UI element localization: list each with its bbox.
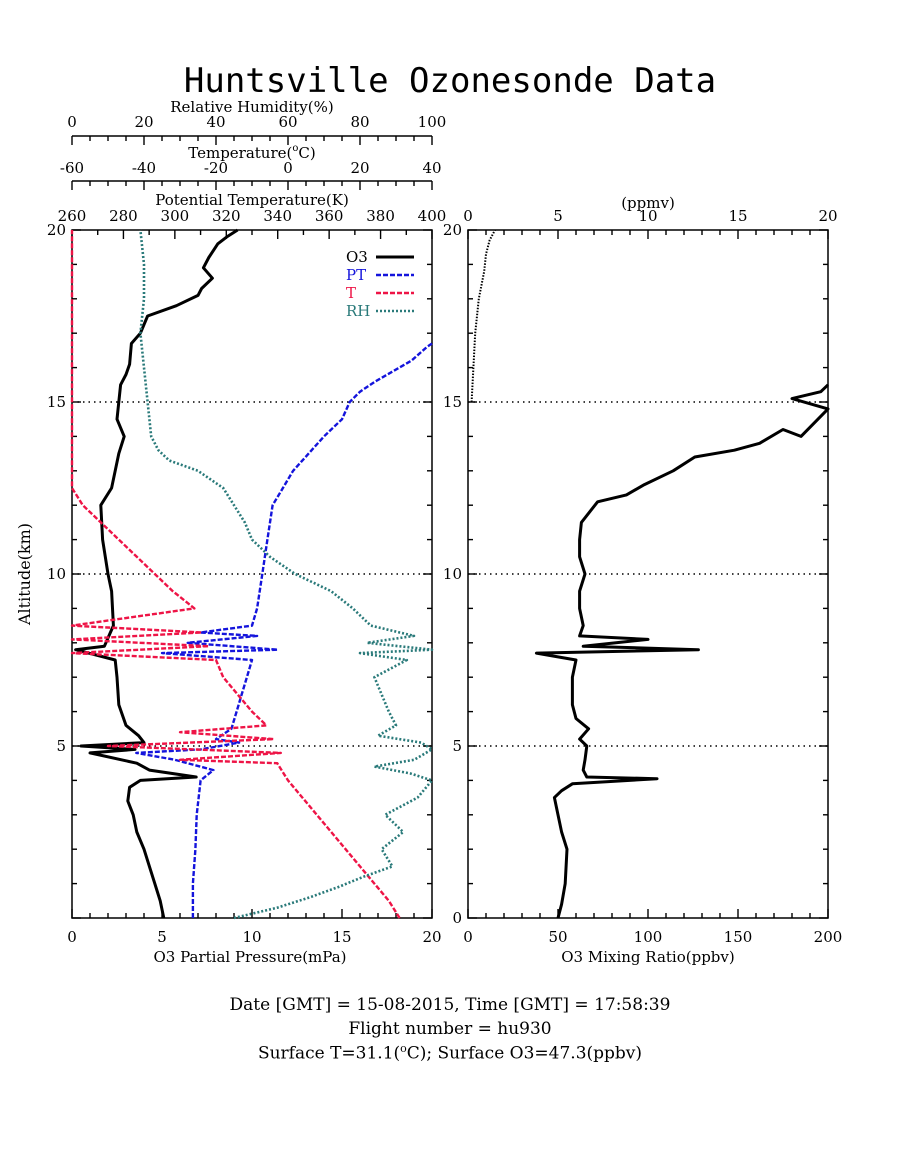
y-tick-label: 20 <box>47 221 66 239</box>
ppbv-tick-label: 150 <box>724 928 753 946</box>
series-o3-mixing-ratio <box>534 383 830 919</box>
o3pp-tick-label: 5 <box>157 928 167 946</box>
rh-axis-label: Relative Humidity(%) <box>170 98 333 116</box>
pt-tick-label: 340 <box>263 207 292 225</box>
temp-tick-label: -20 <box>204 159 228 177</box>
o3pp-tick-label: 20 <box>422 928 441 946</box>
left-ylabel: Altitude(km) <box>15 523 34 626</box>
ppbv-tick-label: 100 <box>634 928 663 946</box>
y-tick-label: 0 <box>452 909 462 927</box>
temp-tick-label: -60 <box>60 159 84 177</box>
ppmv-axis-label: (ppmv) <box>621 194 675 212</box>
pt-tick-label: 380 <box>366 207 395 225</box>
footer-flight-number: Flight number = hu930 <box>348 1019 552 1039</box>
rh-tick-label: 80 <box>350 113 369 131</box>
y-tick-label: 10 <box>443 565 462 583</box>
ppmv-tick-label: 10 <box>638 207 657 225</box>
ppmv-tick-label: 0 <box>463 207 473 225</box>
series-pt <box>135 342 433 918</box>
ppbv-tick-label: 50 <box>548 928 567 946</box>
pt-tick-label: 320 <box>212 207 241 225</box>
ppbv-tick-label: 0 <box>463 928 473 946</box>
temp-tick-label: -40 <box>132 159 156 177</box>
series-t <box>70 230 401 919</box>
temp-tick-label: 0 <box>283 159 293 177</box>
temp-tick-label: 20 <box>350 159 369 177</box>
ppmv-tick-label: 15 <box>728 207 747 225</box>
pt-tick-label: 360 <box>315 207 344 225</box>
rh-tick-label: 40 <box>206 113 225 131</box>
ppbv-axis-label: O3 Mixing Ratio(ppbv) <box>561 948 734 966</box>
y-tick-label: 15 <box>47 393 66 411</box>
pt-tick-label: 300 <box>161 207 190 225</box>
pt-axis-label: Potential Temperature(K) <box>155 191 349 209</box>
chart-title: Huntsville Ozonesonde Data <box>184 61 716 101</box>
series-rh <box>139 229 434 920</box>
y-tick-label: 20 <box>443 221 462 239</box>
y-tick-label: 5 <box>452 737 462 755</box>
pt-tick-label: 260 <box>58 207 87 225</box>
temp-axis-label: Temperature(oC) <box>188 143 316 162</box>
y-tick-label: 15 <box>443 393 462 411</box>
footer-surface-values: Surface T=31.1(oC); Surface O3=47.3(ppbv… <box>257 1042 643 1064</box>
rh-tick-label: 0 <box>67 113 77 131</box>
series-o3-ppmv <box>470 229 496 403</box>
ppbv-tick-label: 200 <box>814 928 843 946</box>
rh-tick-label: 60 <box>278 113 297 131</box>
o3pp-axis-label: O3 Partial Pressure(mPa) <box>153 948 346 966</box>
y-tick-label: 10 <box>47 565 66 583</box>
right-plot-frame <box>467 229 829 919</box>
legend-label-o3: O3 <box>346 248 368 266</box>
o3pp-tick-label: 10 <box>242 928 261 946</box>
left-plot-frame <box>71 229 433 919</box>
legend-label-pt: PT <box>346 266 366 284</box>
legend-label-rh: RH <box>346 302 370 320</box>
series-o3 <box>74 228 239 919</box>
pt-tick-label: 400 <box>418 207 447 225</box>
pt-tick-label: 280 <box>109 207 138 225</box>
y-tick-label: 5 <box>56 737 66 755</box>
ppmv-tick-label: 20 <box>818 207 837 225</box>
footer-date-time: Date [GMT] = 15-08-2015, Time [GMT] = 17… <box>229 995 671 1015</box>
rh-tick-label: 100 <box>418 113 447 131</box>
o3pp-tick-label: 0 <box>67 928 77 946</box>
rh-tick-label: 20 <box>134 113 153 131</box>
temp-tick-label: 40 <box>422 159 441 177</box>
left-panel: 5 10 15 20 0 5 10 15 20 O3 Partial Pressure(mPa)… <box>15 98 446 966</box>
legend-label-t: T <box>346 284 356 302</box>
o3pp-tick-label: 15 <box>332 928 351 946</box>
ppmv-tick-label: 5 <box>553 207 563 225</box>
